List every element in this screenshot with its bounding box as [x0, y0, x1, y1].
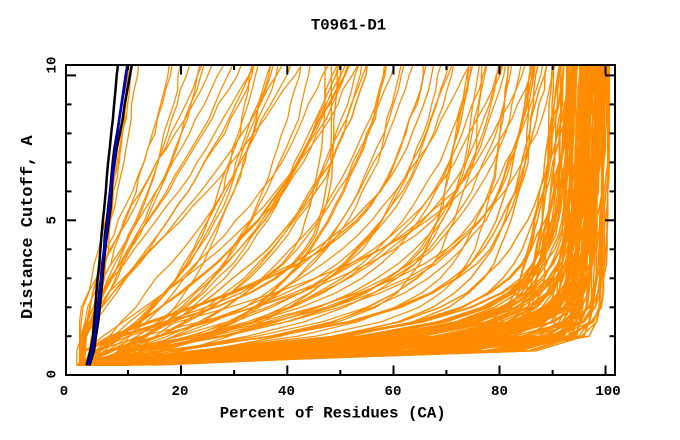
svg-text:T0961-D1: T0961-D1 — [311, 17, 386, 35]
svg-text:60: 60 — [385, 384, 402, 400]
svg-text:5: 5 — [45, 216, 61, 224]
svg-text:20: 20 — [172, 384, 189, 400]
svg-text:100: 100 — [595, 384, 620, 400]
svg-text:10: 10 — [45, 57, 61, 74]
svg-text:0: 0 — [45, 370, 61, 378]
svg-text:0: 0 — [60, 384, 68, 400]
svg-text:Percent of Residues (CA): Percent of Residues (CA) — [220, 405, 446, 423]
svg-text:80: 80 — [491, 384, 508, 400]
svg-text:Distance Cutoff, A: Distance Cutoff, A — [19, 135, 38, 319]
svg-text:40: 40 — [278, 384, 295, 400]
